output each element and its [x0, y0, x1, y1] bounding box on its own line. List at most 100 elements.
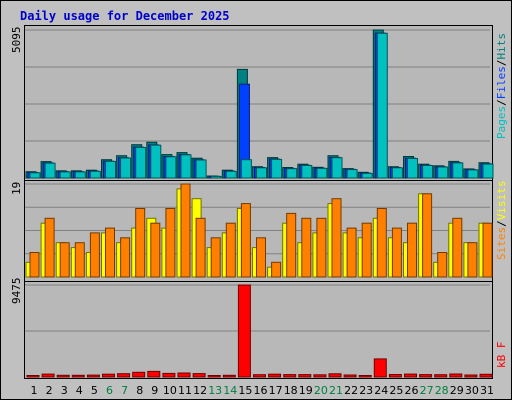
bar-sites-day-27 — [422, 193, 433, 278]
bar-kb-f-day-12 — [192, 373, 206, 378]
bar-sites-day-1 — [29, 252, 40, 278]
day-label-2: 2 — [46, 384, 53, 397]
day-label-28: 28 — [435, 384, 449, 397]
bar-kb-f-day-30 — [464, 374, 478, 378]
bar-kb-f-day-26 — [404, 373, 417, 378]
day-label-27: 27 — [420, 384, 434, 397]
bar-kb-f-day-16 — [253, 374, 266, 378]
bar-sites-day-29 — [452, 217, 463, 278]
bar-kb-f-day-11 — [177, 372, 191, 378]
bar-sites-day-14 — [225, 222, 236, 278]
day-label-11: 11 — [178, 384, 192, 397]
bar-kb-f-day-2 — [41, 373, 55, 378]
bar-pages-day-31 — [482, 163, 494, 179]
bar-pages-day-9 — [150, 144, 162, 179]
bar-sites-day-6 — [105, 227, 115, 278]
day-label-29: 29 — [450, 384, 464, 397]
bar-kb-f-day-14 — [222, 374, 236, 378]
bar-sites-day-22 — [346, 227, 357, 278]
day-label-14: 14 — [223, 384, 237, 397]
bar-kb-f-day-31 — [479, 373, 493, 378]
day-label-12: 12 — [193, 384, 207, 397]
bar-pages-day-8 — [135, 147, 147, 179]
day-label-6: 6 — [106, 384, 113, 397]
bar-sites-day-8 — [135, 208, 146, 278]
day-label-5: 5 — [91, 384, 98, 397]
bar-pages-day-25 — [391, 167, 403, 179]
bar-kb-f-day-9 — [147, 370, 161, 378]
bar-pages-day-3 — [59, 171, 71, 179]
bar-kb-f-day-5 — [86, 374, 100, 378]
bar-kb-f-day-27 — [419, 374, 433, 378]
bar-kb-f-day-7 — [117, 373, 131, 378]
bar-sites-day-28 — [437, 252, 448, 278]
day-label-22: 22 — [344, 384, 358, 397]
day-label-18: 18 — [284, 384, 298, 397]
bar-pages-day-2 — [44, 162, 56, 179]
day-label-16: 16 — [254, 384, 268, 397]
bar-pages-day-1 — [29, 172, 41, 179]
bar-kb-f-day-1 — [26, 375, 40, 378]
bar-pages-day-12 — [195, 159, 207, 179]
day-label-4: 4 — [76, 384, 83, 397]
bar-kb-f-day-13 — [207, 375, 221, 378]
day-label-21: 21 — [329, 384, 343, 397]
bar-kb-f-day-8 — [132, 371, 146, 378]
bar-pages-day-20 — [316, 167, 328, 179]
day-label-23: 23 — [359, 384, 373, 397]
bar-kb-f-day-25 — [388, 374, 402, 378]
bar-kb-f-day-23 — [358, 375, 372, 378]
bar-sites-day-13 — [210, 237, 221, 278]
day-label-1: 1 — [31, 384, 38, 397]
bar-kb-f-day-3 — [56, 374, 70, 378]
bar-sites-day-12 — [195, 217, 206, 278]
day-label-20: 20 — [314, 384, 328, 397]
day-label-31: 31 — [480, 384, 494, 397]
bar-pages-day-28 — [437, 166, 449, 179]
day-label-17: 17 — [269, 384, 283, 397]
day-label-7: 7 — [121, 384, 128, 397]
day-label-25: 25 — [389, 384, 403, 397]
bar-sites-day-11 — [180, 183, 191, 278]
bar-sites-day-5 — [89, 232, 100, 278]
day-label-10: 10 — [163, 384, 177, 397]
day-label-3: 3 — [61, 384, 68, 397]
bar-sites-day-18 — [286, 212, 297, 278]
bar-kb-f-day-22 — [343, 374, 357, 378]
bar-pages-day-11 — [180, 154, 192, 179]
bar-pages-day-26 — [407, 158, 418, 179]
bar-pages-day-14 — [225, 170, 237, 179]
bar-sites-day-19 — [301, 217, 312, 278]
bar-pages-day-13 — [210, 175, 222, 179]
bar-pages-day-27 — [422, 165, 434, 179]
day-label-26: 26 — [405, 384, 419, 397]
bar-sites-day-10 — [165, 208, 176, 278]
page-title: Daily usage for December 2025 — [20, 9, 230, 23]
day-label-13: 13 — [208, 384, 222, 397]
bar-sites-day-23 — [361, 222, 372, 278]
bar-kb-f-day-19 — [298, 374, 312, 378]
bar-kb-f-day-4 — [71, 374, 85, 378]
bar-sites-day-16 — [256, 237, 266, 278]
bar-pages-day-22 — [346, 169, 358, 179]
bar-sites-day-31 — [482, 222, 493, 278]
bar-sites-day-15 — [240, 203, 251, 278]
bar-pages-day-19 — [301, 165, 313, 179]
hits-panel — [24, 25, 493, 181]
bar-pages-day-5 — [89, 170, 101, 179]
bar-kb-f-day-28 — [434, 374, 448, 378]
bar-kb-f-day-6 — [102, 373, 115, 378]
bar-kb-f-day-24 — [373, 358, 387, 378]
bar-kb-f-day-17 — [268, 373, 282, 378]
bar-sites-day-2 — [44, 217, 55, 278]
bar-sites-day-20 — [316, 217, 327, 278]
bar-pages-day-29 — [452, 162, 464, 179]
day-label-19: 19 — [299, 384, 313, 397]
bar-kb-f-day-10 — [162, 372, 176, 378]
bar-pages-day-10 — [165, 156, 177, 179]
bar-sites-day-30 — [467, 242, 478, 278]
bar-pages-day-21 — [331, 157, 343, 179]
bar-sites-day-26 — [407, 222, 417, 278]
bar-kb-f-day-21 — [328, 373, 342, 378]
